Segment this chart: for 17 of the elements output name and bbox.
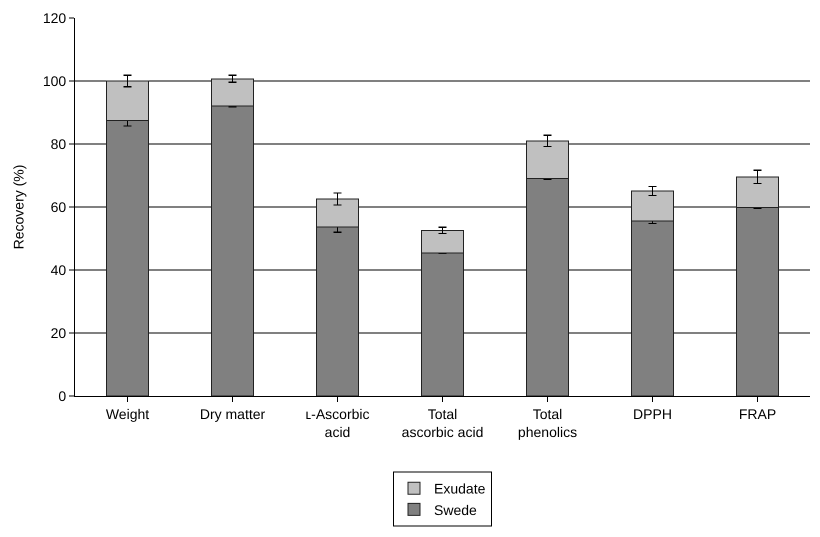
- y-axis-title: Recovery (%): [10, 164, 26, 250]
- y-tick-label: 100: [42, 72, 66, 89]
- y-tick-label: 20: [50, 324, 66, 341]
- x-tick-label: Total phenolics: [518, 406, 578, 440]
- y-tick-label: 80: [50, 136, 66, 152]
- legend-label: Swede: [434, 502, 478, 518]
- x-tick-label: Total ascorbic acid: [402, 406, 484, 440]
- y-tick-label: 0: [58, 388, 66, 404]
- x-tick-label: ʟ-Ascorbic acid: [306, 406, 370, 440]
- x-tick-label: DPPH: [633, 406, 672, 422]
- x-tick-label: FRAP: [738, 406, 776, 422]
- legend-label: Exudate: [434, 480, 486, 497]
- y-tick-label: 40: [50, 262, 66, 278]
- y-tick-label: 60: [50, 198, 66, 215]
- x-tick-label: Weight: [106, 406, 150, 422]
- x-tick-label: Dry matter: [200, 406, 266, 422]
- y-tick-label: 120: [42, 10, 66, 26]
